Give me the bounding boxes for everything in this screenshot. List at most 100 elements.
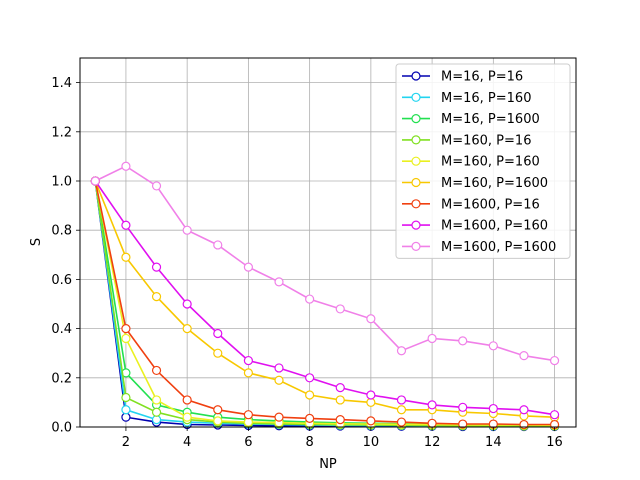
x-tick-label: 4 [183, 435, 191, 450]
legend-entry: M=16, P=16 [402, 70, 523, 85]
legend-label: M=1600, P=1600 [441, 240, 556, 255]
data-point [366, 416, 376, 426]
legend-label: M=16, P=160 [441, 91, 531, 106]
data-point [396, 395, 407, 405]
y-axis-ticks: 0.0 0.2 0.4 0.6 0.8 1.0 1.2 1.4 [51, 76, 80, 436]
data-point [182, 299, 192, 309]
series-line [94, 180, 555, 427]
legend-swatch-marker [411, 156, 421, 166]
data-point [274, 375, 284, 385]
series-8 [90, 161, 560, 366]
y-tick-label: 1.4 [51, 76, 72, 91]
data-point [396, 346, 407, 356]
legend-swatch-marker [411, 220, 421, 230]
data-point [335, 304, 345, 314]
legend-entry: M=160, P=1600 [402, 176, 548, 191]
data-point [458, 419, 468, 429]
y-tick-label: 1.0 [51, 175, 72, 190]
series-line [94, 180, 555, 427]
legend-entry: M=160, P=16 [402, 133, 531, 148]
data-point [305, 413, 315, 423]
data-point [213, 348, 223, 358]
y-axis-label: S [29, 238, 44, 246]
data-point [182, 225, 192, 235]
data-point [396, 405, 407, 415]
legend-label: M=1600, P=16 [441, 197, 540, 212]
y-tick-label: 0.4 [51, 322, 72, 337]
x-axis-ticks: 2 4 6 8 10 12 14 16 [122, 427, 563, 450]
legend-swatch-marker [411, 135, 421, 145]
x-tick-label: 12 [424, 435, 441, 450]
y-tick-label: 1.2 [51, 125, 72, 140]
series-6 [90, 176, 560, 430]
data-point [182, 412, 192, 422]
legend-swatch-marker [411, 177, 421, 188]
data-point [488, 341, 498, 351]
data-point [151, 407, 162, 417]
series-line [94, 180, 555, 418]
data-point [519, 405, 529, 415]
data-point [213, 405, 223, 415]
data-point [427, 400, 437, 410]
legend-entry: M=16, P=160 [402, 91, 531, 106]
data-point [213, 240, 223, 250]
data-point [274, 277, 284, 287]
x-axis-label: NP [319, 457, 337, 472]
legend-entry: M=1600, P=1600 [402, 240, 556, 255]
data-point [366, 390, 376, 400]
data-point [243, 355, 253, 366]
data-point [151, 262, 162, 272]
legend-swatch-marker [411, 199, 421, 209]
data-point [519, 351, 529, 361]
legend-box [395, 63, 571, 259]
legend-swatch-marker [411, 241, 421, 251]
data-point [151, 365, 162, 376]
data-point [488, 403, 498, 414]
legend-label: M=1600, P=160 [441, 219, 548, 234]
x-tick-label: 2 [122, 435, 130, 450]
legend-swatch-marker [411, 92, 421, 102]
x-tick-label: 8 [305, 435, 313, 450]
x-tick-label: 14 [485, 435, 502, 450]
legend-swatch-marker [411, 71, 421, 81]
data-point [427, 418, 437, 428]
data-point [151, 292, 162, 302]
data-point [549, 355, 560, 366]
series-line [94, 165, 555, 362]
data-point [458, 402, 468, 412]
x-tick-label: 16 [546, 435, 563, 450]
data-point [243, 410, 253, 420]
plot-frame [79, 57, 577, 428]
legend-label: M=160, P=1600 [441, 176, 548, 191]
data-point [151, 181, 162, 191]
data-point [182, 324, 192, 334]
data-point [121, 392, 131, 403]
data-point [396, 417, 407, 427]
legend-entry: M=1600, P=16 [402, 197, 540, 212]
data-point [549, 410, 560, 420]
data-point [121, 252, 131, 262]
data-point [274, 363, 284, 373]
data-point [182, 395, 192, 405]
legend-label: M=160, P=16 [441, 133, 531, 148]
data-point [243, 368, 253, 378]
x-tick-label: 6 [244, 435, 252, 450]
y-tick-label: 0.8 [51, 224, 72, 239]
data-point [335, 395, 345, 405]
data-point [213, 416, 223, 426]
data-point [366, 314, 376, 324]
legend-label: M=16, P=16 [441, 70, 523, 85]
data-point [458, 336, 468, 346]
data-point [90, 176, 100, 186]
legend-label: M=160, P=160 [441, 155, 540, 170]
data-point [213, 328, 223, 339]
legend-entry: M=16, P=1600 [402, 112, 540, 127]
data-point [305, 373, 315, 383]
data-point [305, 294, 315, 304]
legend-swatch-marker [411, 113, 421, 124]
legend: M=16, P=16 M=16, P=160 M=16, P=1600 M=160, … [395, 63, 571, 259]
data-point [121, 161, 131, 171]
series-line [94, 180, 555, 416]
y-tick-label: 0.2 [51, 371, 72, 386]
series-line [94, 180, 555, 426]
